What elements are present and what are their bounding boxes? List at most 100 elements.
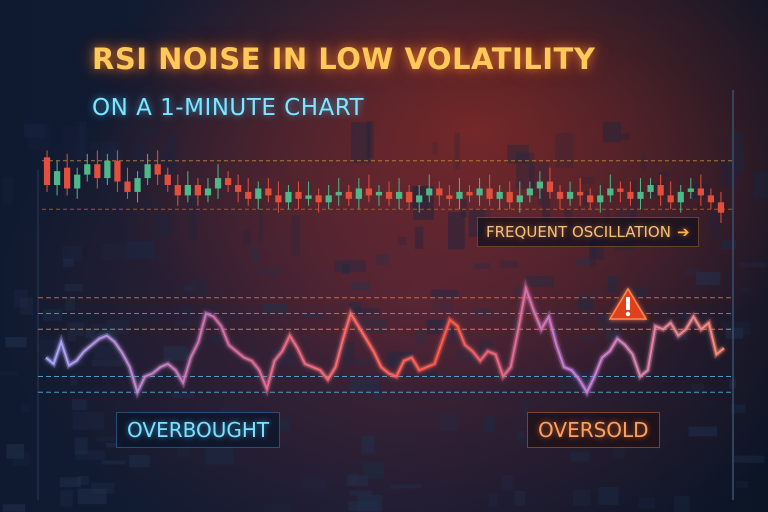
texture-block (739, 262, 767, 268)
candle-body (637, 191, 644, 199)
candlestick-series (43, 150, 725, 224)
texture-block (349, 490, 373, 496)
candle-body (456, 191, 463, 199)
candle (345, 185, 352, 206)
candle-body (335, 191, 342, 196)
texture-block (135, 142, 145, 185)
texture-block (542, 195, 551, 231)
texture-block (13, 289, 28, 308)
texture-block (348, 302, 361, 313)
candle (53, 160, 61, 196)
candle (466, 185, 473, 203)
candle-body (717, 202, 725, 213)
candle (506, 181, 513, 210)
chart-title: RSI NOISE IN LOW VOLATILITY (92, 42, 596, 76)
candle (647, 178, 654, 199)
texture-block (695, 271, 721, 286)
candle-body (647, 185, 654, 192)
candle (536, 171, 544, 199)
candle-body (174, 185, 181, 196)
texture-block (346, 475, 369, 487)
overbought-label: OVERBOUGHT (116, 412, 281, 448)
candle (194, 178, 202, 206)
candle-body (607, 188, 614, 196)
texture-block (205, 447, 234, 465)
texture-block (525, 276, 554, 288)
texture-block (372, 391, 382, 399)
texture-block (630, 180, 638, 220)
texture-block (342, 264, 350, 275)
rsi-line (45, 284, 725, 396)
texture-block (101, 243, 127, 260)
texture-block (731, 132, 745, 173)
candle-body (476, 188, 483, 196)
candle (305, 181, 312, 206)
candle (707, 188, 715, 210)
candle (406, 185, 413, 210)
candle-body (305, 195, 312, 199)
candle (637, 178, 644, 210)
texture-block (514, 490, 526, 506)
candle-body (566, 191, 574, 199)
texture-block (76, 475, 89, 485)
texture-block (448, 212, 465, 250)
candle (235, 174, 242, 203)
candle (657, 174, 664, 206)
candle (315, 188, 322, 213)
texture-block (631, 288, 646, 298)
texture-block (721, 322, 751, 336)
candle-body (84, 164, 91, 175)
candle (174, 174, 181, 206)
texture-block (70, 373, 78, 386)
texture-block (96, 436, 125, 442)
candle-body (627, 191, 634, 199)
texture-block (144, 197, 153, 207)
candle (486, 174, 493, 206)
texture-block (167, 134, 177, 178)
candle (335, 178, 342, 206)
texture-block (577, 296, 593, 311)
candle-body (144, 164, 151, 179)
candle (566, 181, 574, 206)
candle (43, 150, 51, 192)
texture-block (675, 333, 688, 341)
candle-body (345, 191, 352, 199)
candle (607, 174, 614, 203)
texture-block (602, 121, 621, 143)
texture-block (175, 319, 202, 326)
texture-block (753, 171, 768, 199)
texture-block (474, 263, 491, 269)
candle-body (385, 191, 393, 199)
candle (295, 181, 302, 210)
texture-block (740, 288, 750, 293)
texture-block (715, 138, 725, 151)
texture-block (425, 371, 437, 377)
rsi-reference-lines (38, 297, 733, 393)
texture-block (657, 171, 669, 177)
candle-body (134, 178, 141, 192)
candle (74, 167, 81, 199)
texture-block (209, 335, 225, 342)
candle-body (43, 157, 51, 185)
candle (285, 185, 292, 210)
candle (94, 150, 101, 189)
texture-block (2, 504, 26, 512)
texture-block (507, 144, 529, 164)
texture-block (366, 121, 374, 159)
texture-block (189, 198, 198, 242)
texture-block (65, 296, 75, 311)
texture-block (725, 327, 744, 339)
texture-block (72, 399, 87, 411)
candle (476, 178, 483, 206)
candle (265, 178, 272, 203)
texture-block (720, 159, 738, 186)
texture-block (163, 346, 188, 361)
candle-body (687, 188, 694, 192)
chart-subtitle: ON A 1-MINUTE CHART (92, 95, 365, 121)
texture-block (129, 454, 151, 468)
candle-body (64, 167, 71, 189)
texture-block (75, 450, 106, 460)
candle-body (416, 195, 423, 203)
candle (577, 178, 584, 206)
